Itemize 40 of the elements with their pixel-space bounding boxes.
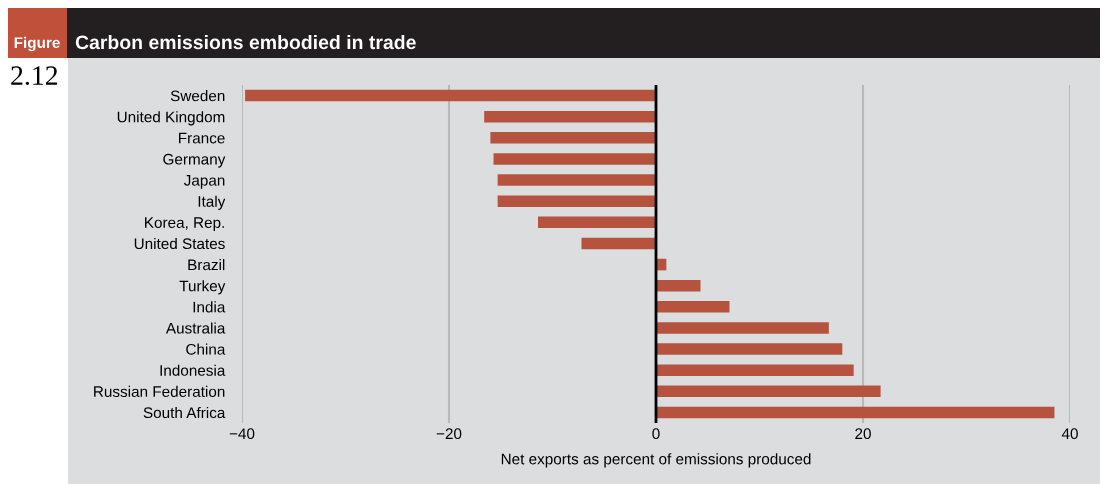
text: 2.12 — [11, 66, 58, 86]
x-tick-label: 0 — [652, 428, 660, 440]
y-tick-label: Italy — [198, 195, 226, 210]
bar — [581, 237, 656, 250]
text: Figure — [14, 36, 60, 52]
bar — [656, 406, 1055, 419]
y-tick-label: France — [179, 132, 225, 144]
x-tick-label: 40 — [1061, 428, 1078, 440]
y-tick-label: Japan — [183, 175, 225, 189]
x-axis-title: Net exports as percent of emissions produced — [501, 453, 811, 468]
x-tick-label: −20 — [436, 428, 462, 440]
x-tick-label: 20 — [855, 428, 871, 440]
y-tick-label: South Africa — [143, 406, 226, 419]
bar — [656, 279, 701, 292]
y-tick-label: Brazil — [188, 259, 225, 271]
chart-title: Carbon emissions embodied in trade — [75, 34, 416, 50]
y-tick-label: Russian Federation — [94, 385, 225, 397]
bar — [538, 216, 656, 229]
y-tick-label: Australia — [165, 322, 226, 334]
y-tick-label: India — [193, 301, 226, 313]
y-tick-label: China — [186, 343, 226, 355]
bar — [656, 364, 854, 376]
x-tick-label: −40 — [229, 428, 255, 440]
bar — [656, 322, 829, 334]
y-tick-label: Indonesia — [160, 364, 226, 376]
y-tick-label: Turkey — [179, 280, 226, 295]
bar — [484, 110, 656, 123]
bar — [497, 174, 656, 186]
y-tick-label: Germany — [163, 153, 226, 168]
y-tick-label: Korea, Rep. — [145, 217, 224, 232]
bar — [656, 385, 881, 398]
y-tick-label: United States — [134, 237, 225, 250]
bar — [490, 132, 656, 144]
bar — [656, 301, 730, 313]
y-tick-label: Sweden — [170, 90, 225, 102]
y-tick-label: United Kingdom — [117, 111, 225, 126]
bar — [656, 343, 843, 355]
bar — [497, 195, 656, 207]
bar — [245, 89, 656, 102]
bar — [493, 153, 656, 165]
